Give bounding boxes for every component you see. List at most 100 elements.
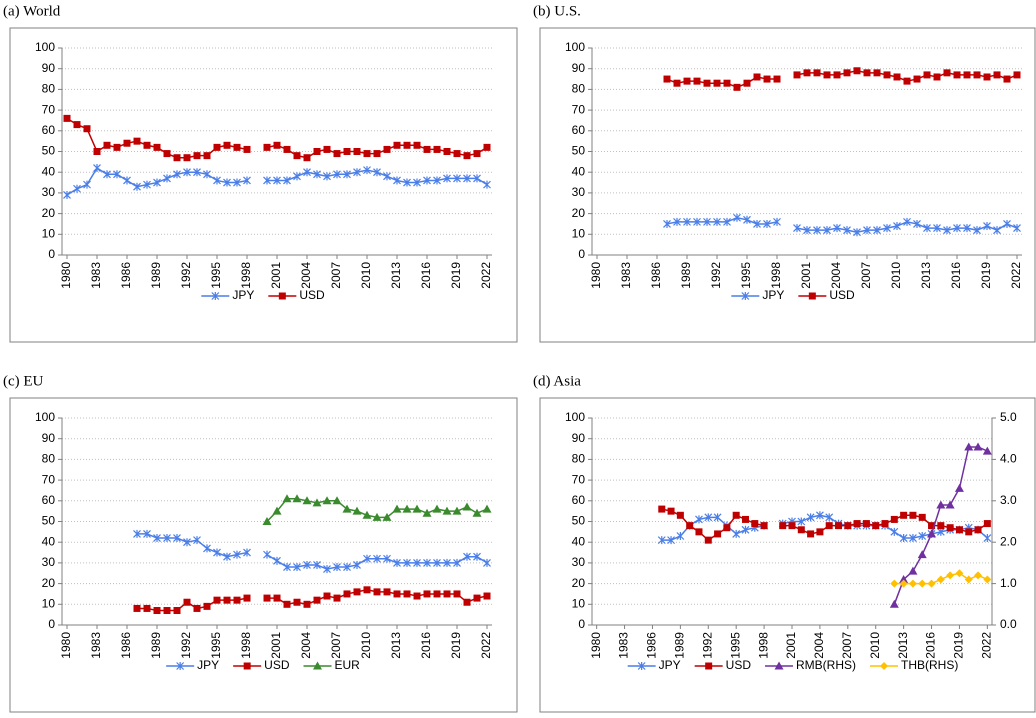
point-marker (223, 178, 231, 187)
point-marker (382, 512, 392, 521)
y2-tick-label: 3.0 (1000, 493, 1017, 507)
point-marker (862, 520, 870, 528)
point-marker (163, 174, 171, 183)
point-marker (283, 176, 291, 185)
point-marker (173, 170, 181, 179)
point-marker (974, 571, 983, 580)
marker-shape (312, 498, 322, 507)
point-marker (392, 504, 402, 513)
point-marker (983, 222, 991, 231)
marker-shape (362, 510, 372, 519)
point-marker (313, 148, 321, 155)
marker-shape (983, 520, 991, 528)
point-marker (233, 550, 241, 559)
marker-shape (903, 77, 911, 85)
marker-shape (714, 530, 722, 538)
marker-shape (303, 560, 311, 569)
marker-shape (945, 500, 955, 509)
marker-shape (741, 525, 750, 534)
point-marker (293, 598, 301, 606)
marker-shape (153, 178, 161, 187)
marker-shape (683, 77, 691, 85)
marker-shape (816, 528, 824, 536)
point-marker (743, 79, 751, 87)
marker-shape (823, 71, 831, 79)
point-marker (176, 662, 185, 670)
marker-shape (872, 522, 880, 530)
marker-shape (732, 529, 741, 538)
point-marker (303, 600, 311, 608)
marker-shape (963, 224, 971, 233)
point-marker (918, 579, 927, 588)
x-tick-label: 2022 (479, 632, 493, 659)
point-marker (1013, 71, 1021, 79)
marker-shape (928, 522, 936, 530)
point-marker (983, 520, 991, 528)
point-marker (732, 529, 741, 538)
point-marker (843, 69, 851, 77)
marker-shape (423, 558, 431, 567)
point-marker (844, 522, 852, 530)
marker-shape (483, 558, 491, 567)
marker-shape (103, 141, 111, 149)
marker-shape (193, 604, 201, 612)
marker-shape (974, 571, 983, 580)
marker-shape (743, 79, 751, 87)
point-marker (343, 170, 351, 179)
marker-shape (903, 217, 911, 226)
point-marker (1013, 224, 1021, 233)
legend-entry: USD (694, 658, 751, 672)
point-marker (946, 571, 955, 580)
point-marker (183, 598, 191, 606)
marker-shape (825, 513, 834, 522)
point-marker (483, 180, 491, 189)
y-tick-label: 40 (42, 534, 56, 548)
marker-shape (797, 526, 805, 534)
marker-shape (899, 574, 909, 583)
x-tick-label: 1992 (179, 632, 193, 659)
marker-shape (423, 176, 431, 185)
marker-shape (973, 226, 981, 235)
y-tick-label: 80 (42, 82, 56, 96)
marker-shape (883, 71, 891, 79)
marker-shape (943, 226, 951, 235)
point-marker (899, 534, 908, 543)
marker-shape (918, 531, 927, 540)
marker-shape (243, 662, 251, 670)
marker-shape (343, 563, 351, 572)
x-tick-label: 2013 (389, 632, 403, 659)
legend-entry: THB(RHS) (870, 658, 958, 672)
point-marker (363, 586, 371, 594)
x-tick-label: 2004 (829, 262, 843, 289)
point-marker (233, 596, 241, 604)
point-marker (113, 143, 121, 151)
legend-entry: USD (268, 288, 325, 302)
marker-shape (923, 224, 931, 233)
point-marker (955, 526, 963, 534)
point-marker (403, 178, 411, 187)
legend: JPY USD RMB(RHS) THB(RHS) (627, 658, 958, 672)
marker-shape (933, 73, 941, 81)
marker-shape (243, 594, 251, 602)
point-marker (763, 219, 771, 228)
marker-shape (193, 536, 201, 545)
marker-shape (263, 594, 271, 602)
point-marker (993, 71, 1001, 79)
x-tick-label: 2022 (479, 262, 493, 289)
marker-shape (946, 524, 954, 532)
marker-shape (363, 166, 371, 175)
x-tick-label: 2007 (329, 632, 343, 659)
point-marker (788, 522, 796, 530)
marker-shape (889, 599, 899, 608)
marker-shape (743, 215, 751, 224)
marker-shape (443, 558, 451, 567)
marker-shape (863, 226, 871, 235)
marker-shape (954, 483, 964, 492)
marker-shape (483, 180, 491, 189)
marker-shape (863, 69, 871, 77)
point-marker (853, 520, 861, 528)
point-marker (423, 176, 431, 185)
point-marker (835, 522, 843, 530)
point-marker (213, 143, 221, 151)
panel-title: (b) U.S. (533, 3, 581, 19)
